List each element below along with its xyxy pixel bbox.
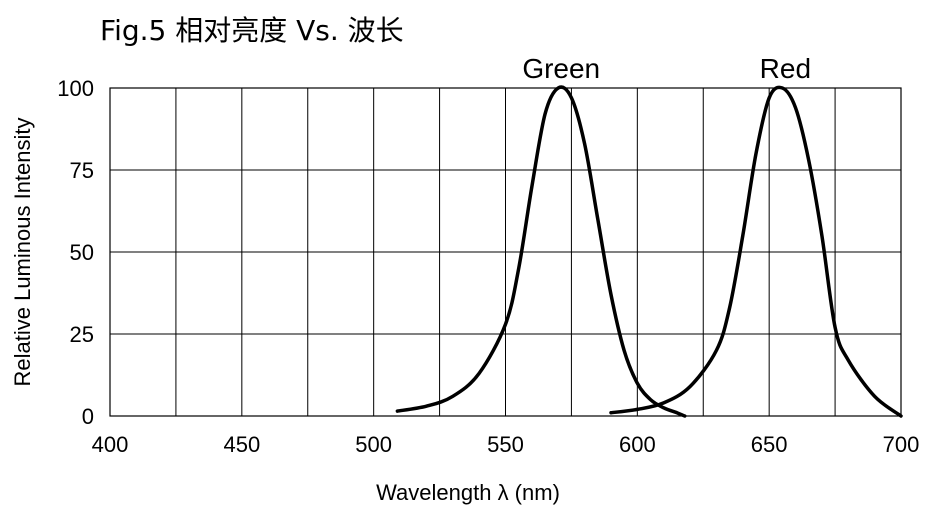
- y-tick-label: 100: [57, 76, 94, 101]
- x-tick-label: 500: [355, 432, 392, 457]
- series-line-green: [395, 85, 687, 418]
- x-axis-label: Wavelength λ (nm): [376, 480, 560, 505]
- x-tick-label: 400: [92, 432, 129, 457]
- x-tick-label: 650: [751, 432, 788, 457]
- series-label-red: Red: [760, 53, 811, 84]
- series-line-red: [609, 85, 903, 418]
- x-tick-label: 550: [487, 432, 524, 457]
- plot-frame: [109, 87, 902, 417]
- y-tick-label: 0: [82, 404, 94, 429]
- y-tick-label: 50: [70, 240, 94, 265]
- series-label-green: Green: [522, 53, 600, 84]
- y-tick-label: 75: [70, 158, 94, 183]
- series: Green Red: [395, 53, 903, 418]
- x-tick-label: 450: [223, 432, 260, 457]
- chart-title: Fig.5 相对亮度 Vs. 波长: [100, 14, 404, 47]
- series-green: Green: [395, 53, 687, 418]
- x-tick-label: 600: [619, 432, 656, 457]
- series-red: Red: [609, 53, 903, 418]
- grid: [110, 88, 901, 416]
- y-tick-label: 25: [70, 322, 94, 347]
- y-axis-label: Relative Luminous Intensity: [10, 117, 35, 386]
- x-tick-label: 700: [883, 432, 920, 457]
- tick-labels: 400 450 500 550 600 650 700 0 25 50 75 100: [57, 76, 919, 457]
